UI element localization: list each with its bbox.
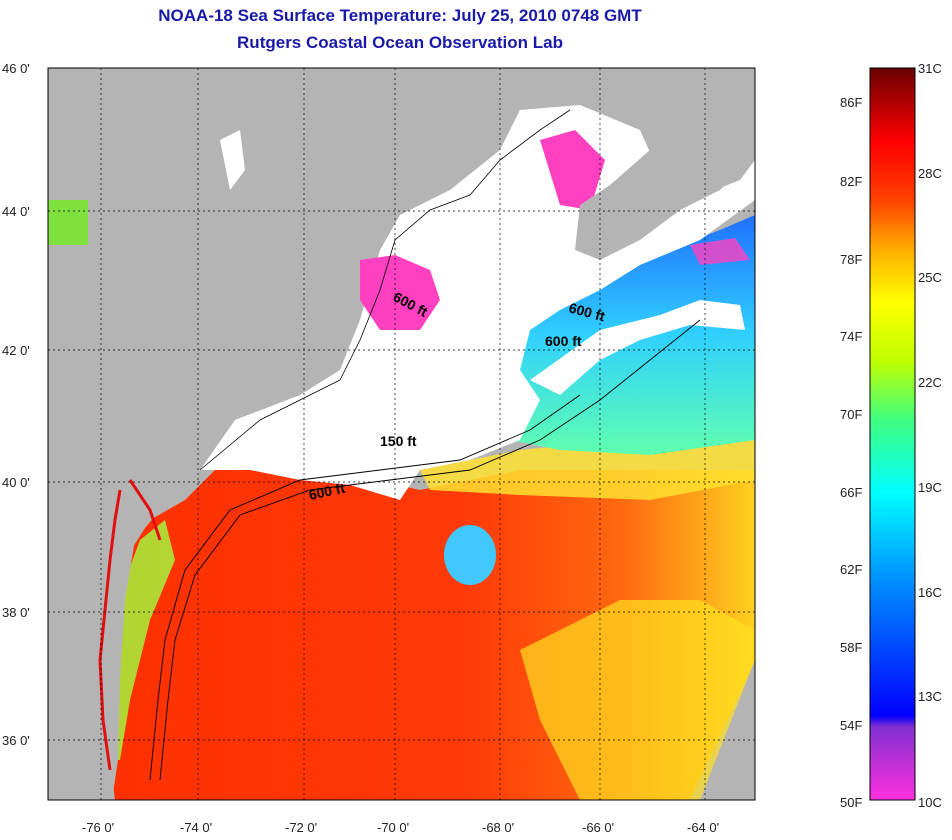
- contour-label-600ft-georges: 600 ft: [545, 333, 582, 349]
- lon-label-66: -66 0': [582, 820, 614, 835]
- contour-label-600ft-shelf: 600 ft: [307, 480, 346, 503]
- bathymetry-contour-150ft: [149, 394, 581, 781]
- chesapeake-bay: [98, 489, 122, 771]
- lat-label-38: 38 0': [2, 605, 30, 620]
- colorbar-c-31: 31C: [918, 61, 942, 76]
- colorbar-c-16: 16C: [918, 585, 942, 600]
- cool-eddy: [444, 525, 496, 585]
- lat-label-40: 40 0': [2, 475, 30, 490]
- colorbar-f-86: 86F: [840, 95, 862, 110]
- lon-label-74: -74 0': [180, 820, 212, 835]
- delaware-bay: [128, 479, 162, 541]
- lon-label-76: -76 0': [82, 820, 114, 835]
- map-title: NOAA-18 Sea Surface Temperature: July 25…: [158, 6, 642, 25]
- map-frame: [47, 67, 756, 801]
- colorbar-f-66: 66F: [840, 485, 862, 500]
- bathymetry-contour-600ft: [159, 319, 701, 781]
- left-edge-data: [48, 200, 88, 245]
- lat-label-42: 42 0': [2, 343, 30, 358]
- nova-scotia-land: [575, 100, 755, 260]
- colorbar-c-19: 19C: [918, 480, 942, 495]
- cold-patch-2: [540, 130, 605, 210]
- colorbar-f-54: 54F: [840, 718, 862, 733]
- colorbar-c-13: 13C: [918, 689, 942, 704]
- colorbar-f-70: 70F: [840, 407, 862, 422]
- graticule: [48, 68, 755, 800]
- contour-label-150ft: 150 ft: [380, 433, 417, 449]
- land-cloud-speckle: [220, 130, 245, 190]
- lon-label-70: -70 0': [377, 820, 409, 835]
- lon-label-72: -72 0': [285, 820, 317, 835]
- temperature-colorbar: [869, 67, 916, 801]
- colorbar-f-58: 58F: [840, 640, 862, 655]
- cold-patch-1: [360, 255, 440, 330]
- colorbar-f-82: 82F: [840, 174, 862, 189]
- cloud-strip: [530, 300, 745, 395]
- colorbar-c-25: 25C: [918, 270, 942, 285]
- lon-label-68: -68 0': [482, 820, 514, 835]
- colorbar-c-10: 10C: [918, 795, 942, 810]
- lat-label-44: 44 0': [2, 204, 30, 219]
- colorbar-f-74: 74F: [840, 329, 862, 344]
- map-subtitle: Rutgers Coastal Ocean Observation Lab: [237, 33, 563, 52]
- lat-label-46: 46 0': [2, 61, 30, 76]
- colorbar-f-50: 50F: [840, 795, 862, 810]
- colorbar-f-62: 62F: [840, 562, 862, 577]
- colorbar-c-28: 28C: [918, 166, 942, 181]
- lat-label-36: 36 0': [2, 733, 30, 748]
- sst-map: [48, 68, 755, 800]
- mid-atlantic-land: [48, 435, 200, 800]
- colorbar-f-78: 78F: [840, 252, 862, 267]
- offshore-yellow-region: [520, 600, 755, 800]
- colorbar-c-22: 22C: [918, 375, 942, 390]
- lon-label-64: -64 0': [687, 820, 719, 835]
